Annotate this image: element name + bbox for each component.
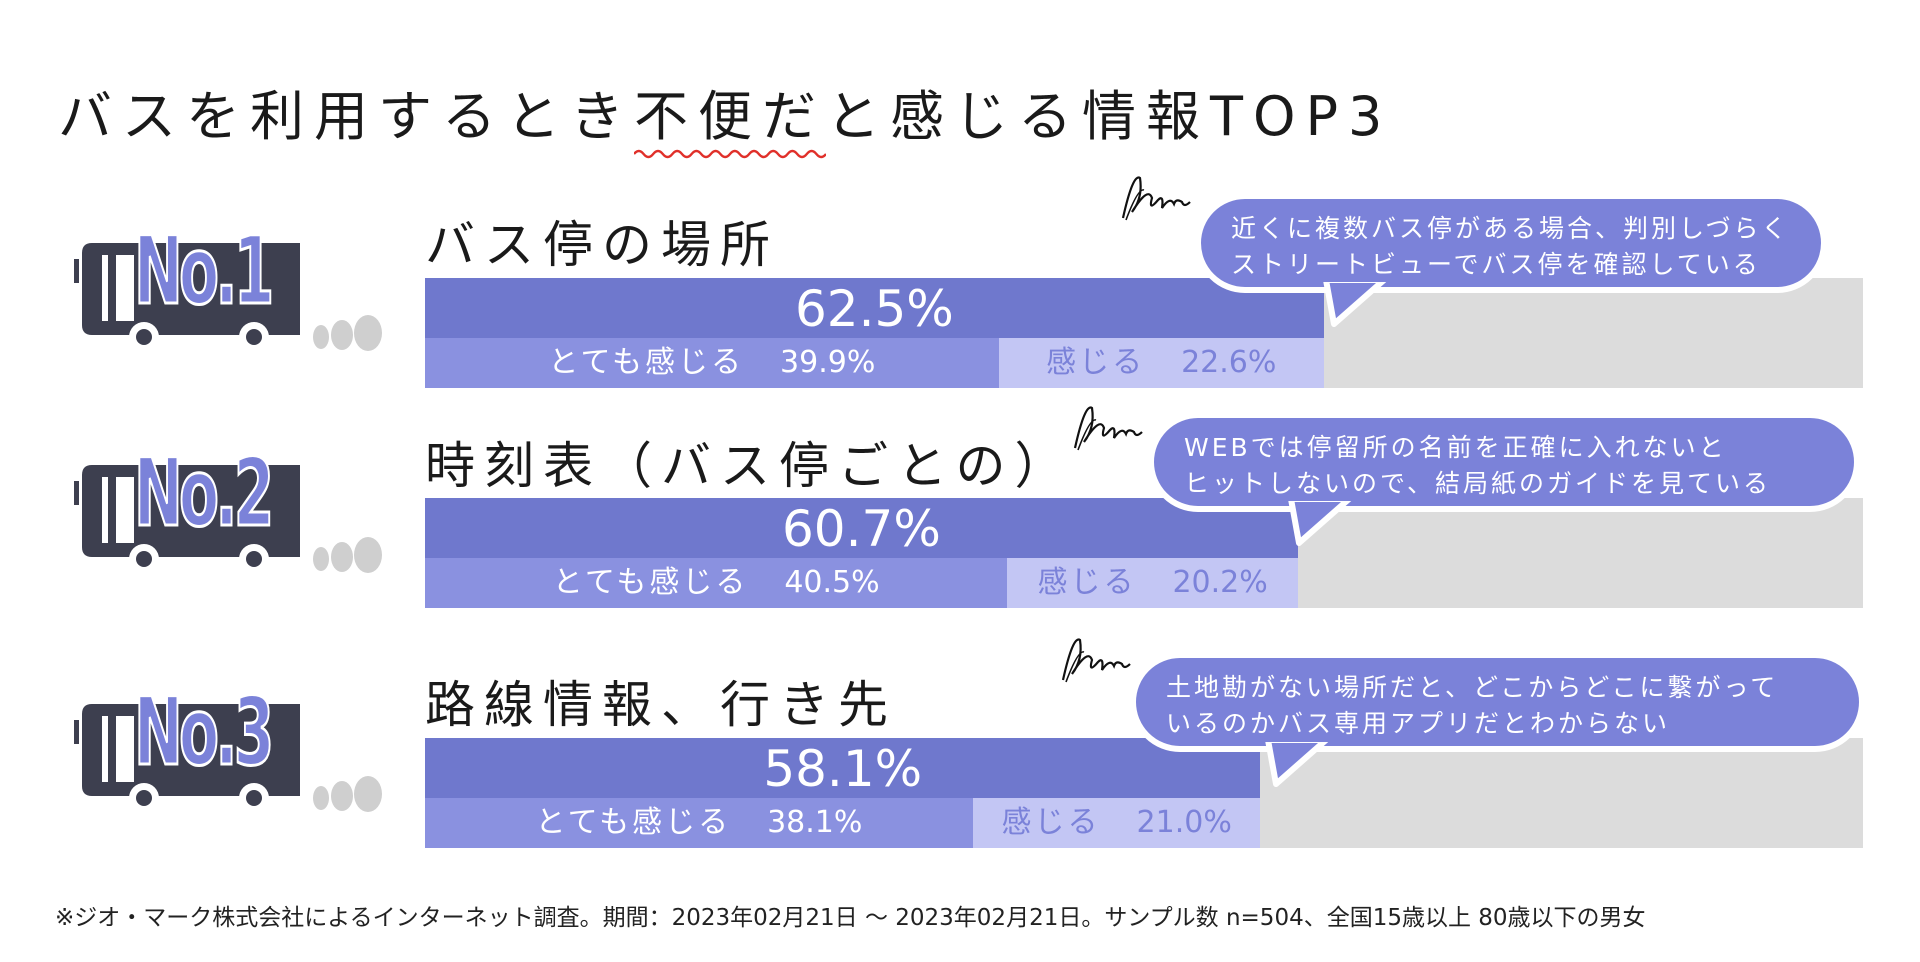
comment-bubble-1: 近くに複数バス停がある場合、判別しづらく ストリートビューでバス停を確認している (1195, 193, 1827, 293)
rank-1: No.1 (72, 216, 392, 355)
strong-value-2: 40.5% (784, 565, 880, 600)
strong-value-1: 39.9% (780, 345, 876, 380)
bar-row-3: 58.1% とても感じる 38.1% 感じる 21.0% (425, 738, 1863, 848)
bar-row-1: 62.5% とても感じる 39.9% 感じる 22.6% (425, 278, 1863, 388)
title-highlight-text: 不便だ (634, 85, 826, 148)
strong-value-3: 38.1% (767, 805, 863, 840)
signature-scribble-2 (1073, 406, 1143, 451)
strong-label-2: とても感じる (552, 565, 749, 600)
rank-number: No.2 (133, 438, 275, 550)
comment-line: 近くに複数バス停がある場合、判別しづらく (1231, 214, 1790, 243)
comment-bubble-2: WEBでは停留所の名前を正確に入れないと ヒットしないので、結局紙のガイドを見て… (1148, 412, 1860, 512)
bar-total-1: 62.5% (425, 278, 1324, 338)
bar-total-2: 60.7% (425, 498, 1298, 558)
bus-icon (74, 704, 382, 813)
rank-number: No.1 (133, 216, 275, 328)
weak-value-2: 20.2% (1172, 565, 1268, 600)
weak-value-3: 21.0% (1136, 805, 1232, 840)
comment-line: いるのかバス専用アプリだとわからない (1166, 709, 1671, 738)
bar-strong-2: とても感じる 40.5% (425, 558, 1008, 608)
title-highlight: 不便だ (634, 85, 826, 159)
chart-title: バスを利用するとき不便だ と感じる情報TOP3 (58, 72, 1393, 159)
bar-total-3: 58.1% (425, 738, 1261, 798)
bubble-tail-3 (1265, 742, 1329, 787)
comment-line: ストリートビューでバス停を確認している (1231, 250, 1761, 279)
rank-2: No.2 (72, 438, 392, 577)
bar-strong-3: とても感じる 38.1% (425, 798, 973, 848)
signature-scribble-3 (1061, 638, 1131, 683)
comment-line: ヒットしないので、結局紙のガイドを見ている (1184, 469, 1772, 498)
strong-label-3: とても感じる (535, 805, 732, 840)
item-label-1: バス停の場所 (425, 216, 779, 274)
weak-label-2: 感じる (1037, 565, 1137, 600)
weak-label-3: 感じる (1001, 805, 1101, 840)
weak-value-1: 22.6% (1181, 345, 1277, 380)
strong-label-1: とても感じる (548, 345, 745, 380)
total-value-3: 58.1% (763, 740, 923, 798)
title-part-2: と感じる情報TOP3 (826, 85, 1393, 148)
total-value-2: 60.7% (782, 500, 941, 558)
item-label-2: 時刻表（バス停ごとの） (425, 437, 1074, 495)
signature-scribble-1 (1121, 176, 1191, 221)
comment-line: WEBでは停留所の名前を正確に入れないと (1184, 433, 1727, 462)
rank-3: No.3 (72, 677, 392, 816)
item-label-3: 路線情報、行き先 (425, 676, 897, 734)
bar-strong-1: とても感じる 39.9% (425, 338, 999, 388)
bar-row-2: 60.7% とても感じる 40.5% 感じる 20.2% (425, 498, 1863, 608)
footnote: ※ジオ・マーク株式会社によるインターネット調査。期間：2023年02月21日 〜… (55, 905, 1646, 931)
bar-weak-3: 感じる 21.0% (972, 798, 1261, 848)
comment-line: 土地勘がない場所だと、どこからどこに繋がって (1166, 673, 1779, 702)
bubble-tail-1 (1323, 282, 1387, 327)
total-value-1: 62.5% (794, 280, 954, 338)
bus-icon (74, 243, 382, 352)
comment-bubble-3: 土地勘がない場所だと、どこからどこに繋がって いるのかバス専用アプリだとわからな… (1130, 652, 1865, 752)
bar-weak-1: 感じる 22.6% (998, 338, 1324, 388)
bar-weak-2: 感じる 20.2% (1007, 558, 1298, 608)
bubble-tail-2 (1288, 501, 1352, 546)
rank-number: No.3 (133, 677, 275, 789)
weak-label-1: 感じる (1046, 345, 1146, 380)
bus-icon (74, 465, 382, 574)
wavy-underline (634, 149, 826, 159)
title-part-1: バスを利用するとき (58, 85, 634, 148)
